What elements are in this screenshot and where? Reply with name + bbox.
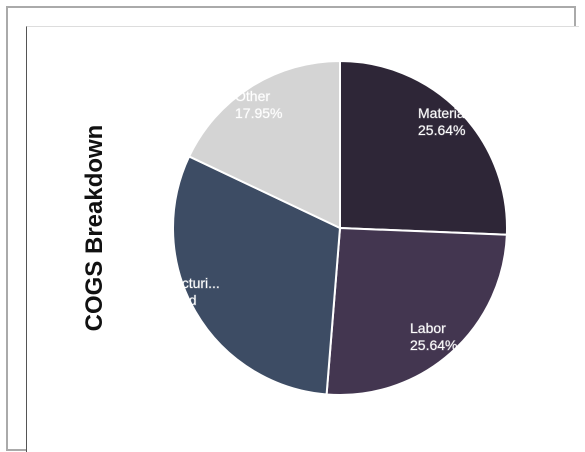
slice-name-label: Other [235,88,270,104]
slice-value-label: 25.64% [418,122,465,138]
slice-name-label: Overhead [135,292,196,308]
slice-value-label: 30.77% [135,309,182,325]
slice-name-label: Manufacturi... [135,275,220,291]
pie-slice-materials [339,59,508,236]
slice-label-manufacturing-overhead: Manufacturi... Overhead 30.77% [135,275,220,325]
slice-label-labor: Labor 25.64% [410,320,457,353]
slice-name-label: Materials [418,105,475,121]
pie-slice-manufacturing-overhead [172,155,342,396]
slice-label-materials: Materials 25.64% [418,105,475,138]
slice-label-other: Other 17.95% [235,88,282,121]
slice-value-label: 25.64% [410,337,457,353]
slice-name-label: Labor [410,320,446,336]
slice-value-label: 17.95% [235,105,282,121]
pie-slice-labor [325,226,508,396]
pie-slice-other [187,59,341,230]
